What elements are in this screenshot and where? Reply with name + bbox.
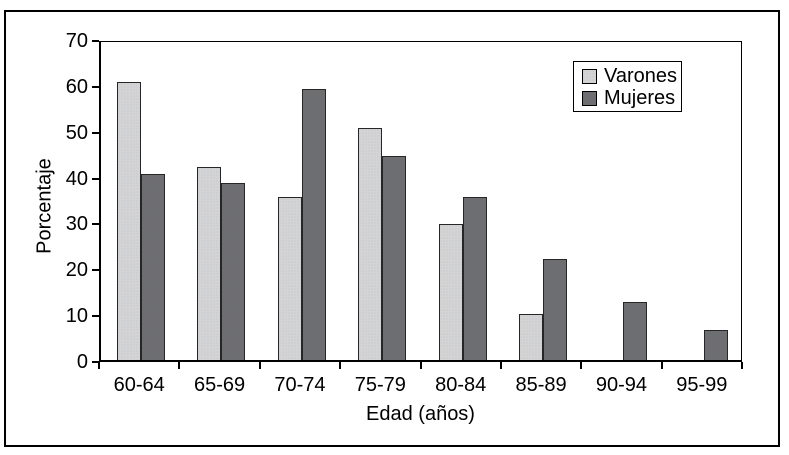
legend-swatch-varones <box>582 69 597 84</box>
bar-mujeres-80-84 <box>462 196 487 362</box>
legend-label: Varones <box>604 65 678 87</box>
y-tick-label: 70 <box>65 30 88 52</box>
plot-area <box>99 41 742 362</box>
legend-item-mujeres: Mujeres <box>582 88 681 109</box>
y-tick-mark <box>92 269 99 272</box>
x-tick-mark <box>178 362 181 369</box>
x-tick-mark <box>580 362 583 369</box>
y-tick-mark <box>92 223 99 226</box>
bar-mujeres-60-64 <box>141 174 165 362</box>
bar-varones-80-84 <box>438 224 463 362</box>
x-tick-mark <box>499 362 502 369</box>
x-axis-title: Edad (años) <box>366 403 475 425</box>
bar-mujeres-65-69 <box>221 183 246 362</box>
y-tick-label: 50 <box>65 121 88 144</box>
bar-mujeres-90-94 <box>623 302 648 362</box>
legend-swatch-mujeres <box>582 91 597 106</box>
bar-mujeres-85-89 <box>542 258 567 362</box>
x-category-label: 95-99 <box>676 374 728 396</box>
x-tick-mark <box>339 362 342 369</box>
y-tick-label: 60 <box>65 75 88 98</box>
y-tick-mark <box>92 40 99 42</box>
y-tick-label: 0 <box>76 351 88 373</box>
bar-varones-65-69 <box>197 167 222 362</box>
x-tick-mark <box>741 362 743 369</box>
x-category-label: 60-64 <box>113 374 165 396</box>
bar-mujeres-95-99 <box>703 329 728 362</box>
bar-varones-70-74 <box>277 196 302 362</box>
x-category-label: 75-79 <box>354 374 406 396</box>
bar-varones-85-89 <box>518 313 543 362</box>
x-category-label: 70-74 <box>274 374 326 396</box>
bar-mujeres-75-79 <box>382 155 407 362</box>
chart-outer-border <box>4 10 780 447</box>
y-tick-label: 40 <box>65 167 88 190</box>
y-tick-label: 30 <box>65 213 88 236</box>
x-tick-mark <box>419 362 422 369</box>
y-tick-mark <box>92 177 99 180</box>
bar-mujeres-70-74 <box>301 89 326 362</box>
x-tick-mark <box>98 362 100 369</box>
y-tick-label: 10 <box>65 305 88 328</box>
legend-label: Mujeres <box>604 87 676 109</box>
bar-varones-60-64 <box>117 82 141 362</box>
y-tick-mark <box>92 85 99 88</box>
bar-varones-75-79 <box>358 128 383 362</box>
x-category-label: 90-94 <box>595 374 648 396</box>
x-tick-mark <box>258 362 261 369</box>
x-category-label: 80-84 <box>435 374 487 396</box>
legend-item-varones: Varones <box>582 66 681 87</box>
x-tick-mark <box>660 362 663 369</box>
y-tick-mark <box>92 131 99 134</box>
y-tick-mark <box>92 315 99 318</box>
x-category-label: 65-69 <box>193 374 246 396</box>
x-category-label: 85-89 <box>515 374 567 396</box>
legend: Varones Mujeres <box>573 61 682 112</box>
y-tick-label: 20 <box>65 259 88 282</box>
y-tick-mark <box>92 361 99 363</box>
